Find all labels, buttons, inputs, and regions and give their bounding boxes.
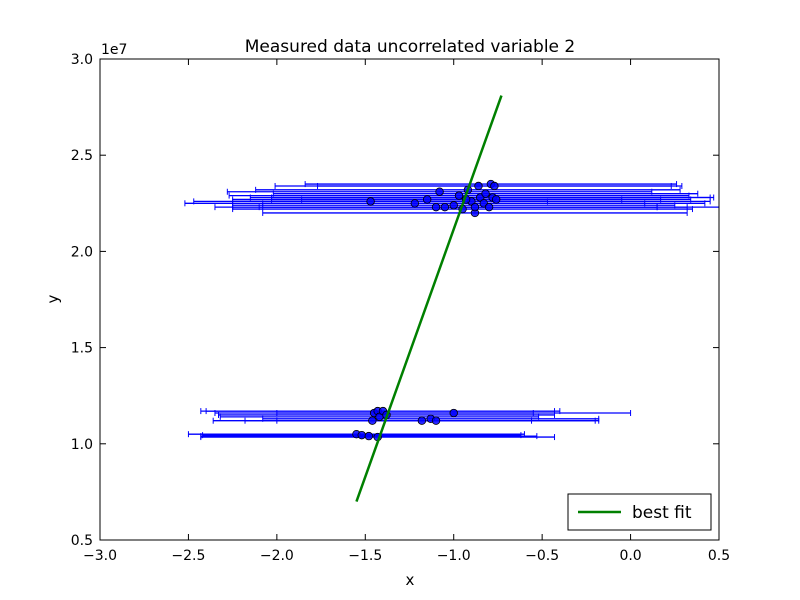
plot-background (100, 59, 719, 540)
data-point (491, 195, 501, 204)
x-tick-label: −3.0 (83, 548, 117, 564)
x-tick-label: 0.5 (708, 548, 730, 564)
data-point (449, 201, 458, 210)
data-point (440, 202, 450, 212)
x-tick-label: −2.0 (260, 548, 294, 564)
data-point (454, 191, 464, 200)
legend-fit-label: best fit (632, 503, 692, 523)
data-point (490, 181, 499, 191)
data-point (470, 202, 480, 212)
data-point (410, 199, 420, 208)
y-axis-ticks: 0.5 1.0 1.5 2.0 2.5 3.0 (71, 52, 719, 549)
data-point (474, 181, 483, 191)
y-tick-label: 2.0 (71, 244, 93, 260)
data-point (417, 416, 427, 425)
data-point (449, 408, 458, 418)
data-point (368, 416, 377, 425)
plot-area (99, 58, 720, 541)
x-axis-ticks: −3.0 −2.5 −2.0 −1.5 −1.0 −0.5 0.0 0.5 (83, 59, 730, 564)
y-tick-label: 3.0 (71, 52, 93, 68)
data-point (364, 431, 374, 441)
y-tick-label: 0.5 (71, 533, 93, 549)
x-tick-label: −0.5 (525, 548, 559, 564)
x-axis-label: x (406, 571, 415, 589)
y-tick-label: 1.0 (71, 437, 93, 453)
data-point (435, 187, 444, 196)
data-point (481, 189, 490, 198)
x-tick-label: −1.5 (348, 548, 382, 564)
x-tick-label: −1.0 (437, 548, 471, 564)
x-tick-label: 0.0 (619, 548, 641, 564)
y-axis-label: y (44, 294, 62, 303)
chart-title: Measured data uncorrelated variable 2 (245, 37, 575, 57)
legend: best fit (567, 493, 712, 531)
y-tick-label: 1.5 (71, 341, 93, 357)
best-fit-line (355, 95, 503, 502)
data-point (422, 195, 432, 204)
data-point (431, 202, 441, 212)
data-point (431, 416, 441, 425)
data-point (366, 197, 375, 206)
plot-frame (99, 58, 720, 541)
data-point (484, 202, 494, 212)
data-point (357, 430, 366, 440)
x-tick-label: −2.5 (171, 548, 205, 564)
fit-layer (355, 95, 503, 502)
y-offset-label: 1e7 (101, 42, 127, 58)
y-tick-label: 2.5 (71, 148, 93, 164)
